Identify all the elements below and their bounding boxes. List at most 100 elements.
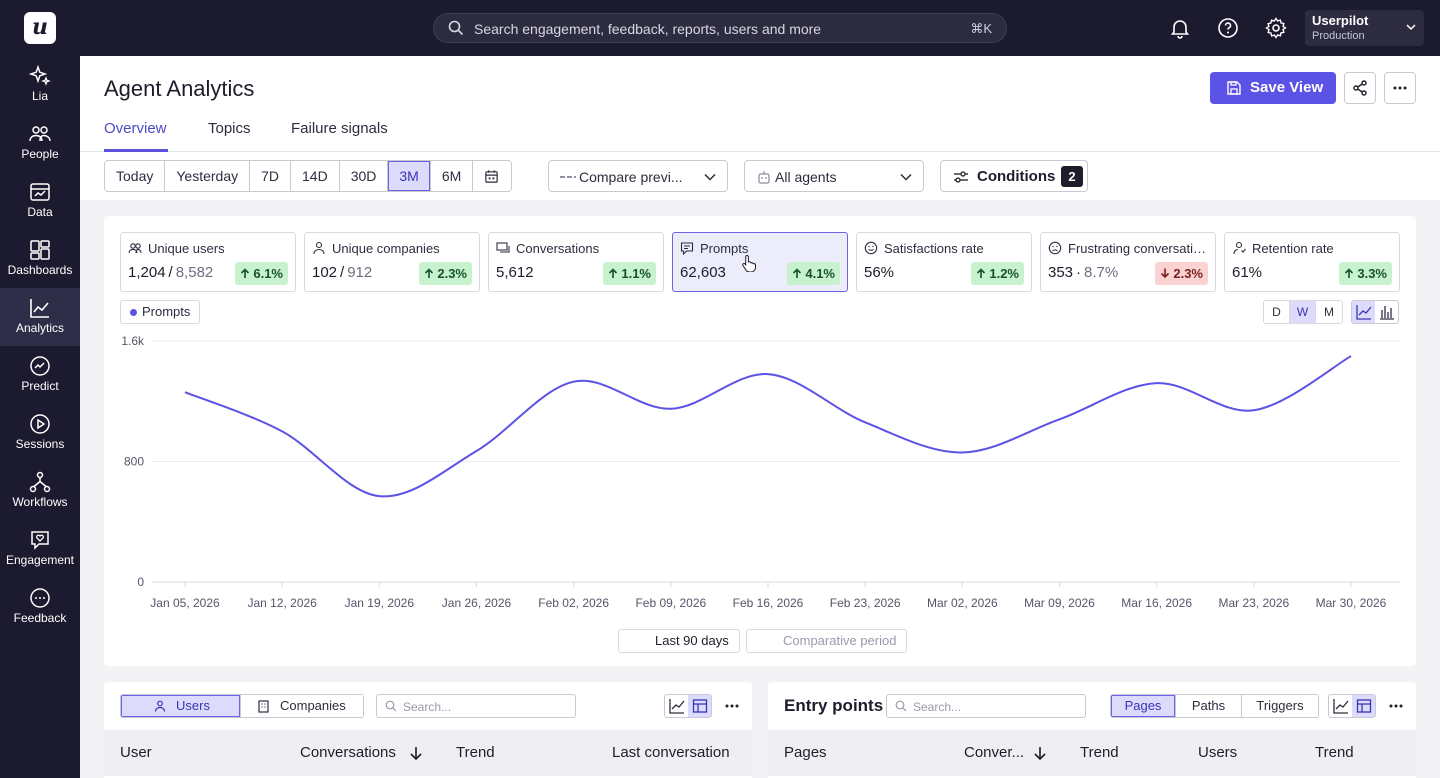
metric-card-retention-rate[interactable]: Retention rate 61% 3.3% [1224, 232, 1400, 292]
line-view-button[interactable] [665, 695, 688, 717]
column-last-conversation[interactable]: Last conversation [612, 744, 730, 761]
account-switcher[interactable]: Userpilot Production [1305, 10, 1424, 46]
metric-delta-value: 6.1% [253, 266, 283, 281]
sort-down-icon[interactable] [1032, 745, 1048, 761]
agents-dropdown[interactable]: All agents [744, 160, 924, 192]
sidebar-item-workflows[interactable]: Workflows [0, 462, 80, 520]
line-chart-icon [1356, 305, 1372, 320]
legend-comparative-period[interactable]: Comparative period [746, 629, 908, 653]
range-30d[interactable]: 30D [339, 161, 389, 191]
bell-icon[interactable] [1168, 16, 1192, 40]
column-trend-users[interactable]: Trend [1315, 744, 1354, 761]
entry-table-header: Pages Conver... Trend Users Trend [768, 730, 1416, 776]
gear-icon[interactable] [1264, 16, 1288, 40]
chevron-down-icon [900, 173, 912, 181]
toggle-pages[interactable]: Pages [1111, 695, 1176, 717]
x-tick-label: Feb 02, 2026 [538, 596, 609, 610]
metric-sub-value: 912 [347, 264, 373, 281]
prompts-line-chart: 1.6k 800 0 Jan 05, 2026 Jan 12, 2026 Jan 19, … [121, 334, 1400, 610]
feedback-icon [30, 588, 50, 608]
sidebar-item-label: Dashboards [7, 263, 73, 277]
column-pages[interactable]: Pages [784, 744, 827, 761]
metric-card-satisfactions-rate[interactable]: Satisfactions rate 56% 1.2% [856, 232, 1032, 292]
sidebar-item-dashboards[interactable]: Dashboards [0, 230, 80, 288]
bar-chart-button[interactable] [1375, 301, 1398, 323]
range-yesterday[interactable]: Yesterday [165, 161, 251, 191]
sort-down-icon[interactable] [408, 745, 424, 761]
toggle-users[interactable]: Users [121, 695, 241, 717]
toggle-companies[interactable]: Companies [241, 695, 363, 717]
line-chart-button[interactable] [1352, 301, 1375, 323]
column-conversations[interactable]: Conversations [300, 744, 396, 761]
conditions-button[interactable]: Conditions 2 [940, 160, 1088, 192]
sidebar-item-engagement[interactable]: Engagement [0, 520, 80, 578]
sidebar-item-predict[interactable]: Predict [0, 346, 80, 404]
series-legend-chip[interactable]: Prompts [120, 300, 201, 324]
more-horizontal-icon[interactable] [724, 698, 740, 714]
metric-card-frustrating-conversatio[interactable]: Frustrating conversatio... 353 · 8.7% 2.3% [1040, 232, 1216, 292]
sidebar-item-people[interactable]: People [0, 114, 80, 172]
toggle-triggers[interactable]: Triggers [1242, 695, 1318, 717]
tab-overview[interactable]: Overview [104, 120, 167, 137]
range-7d[interactable]: 7D [250, 161, 292, 191]
metric-delta-badge: 3.3% [1339, 262, 1392, 285]
column-user[interactable]: User [120, 744, 152, 761]
granularity-day[interactable]: D [1264, 301, 1290, 323]
sidebar-item-sessions[interactable]: Sessions [0, 404, 80, 462]
table-view-button[interactable] [688, 695, 711, 717]
range-3m[interactable]: 3M [388, 161, 431, 191]
page-header: Agent Analytics Overview Topics Failure … [80, 56, 1440, 152]
save-view-button[interactable]: Save View [1210, 72, 1336, 104]
sessions-icon [30, 414, 50, 434]
line-chart-icon [1333, 699, 1349, 714]
more-horizontal-icon[interactable] [1388, 698, 1404, 714]
legend-last-90-days[interactable]: Last 90 days [618, 629, 740, 653]
sidebar-item-data[interactable]: Data [0, 172, 80, 230]
metric-value: 102/912 [312, 264, 372, 281]
top-bar: u Search engagement, feedback, reports, … [0, 0, 1440, 56]
app-logo[interactable]: u [24, 12, 56, 44]
metric-delta-value: 2.3% [437, 266, 467, 281]
sidebar-item-feedback[interactable]: Feedback [0, 578, 80, 636]
sidebar-item-analytics[interactable]: Analytics [0, 288, 80, 346]
agents-label: All agents [775, 169, 837, 185]
line-view-button[interactable] [1329, 695, 1352, 717]
entry-type-toggle: Pages Paths Triggers [1110, 694, 1319, 718]
range-6m[interactable]: 6M [430, 161, 474, 191]
x-tick-label: Feb 16, 2026 [733, 596, 804, 610]
search-placeholder: Search... [913, 700, 962, 714]
column-conversations[interactable]: Conver... [964, 744, 1025, 761]
metric-value: 1,204/8,582 [128, 264, 213, 281]
column-trend[interactable]: Trend [1080, 744, 1119, 761]
table-view-button[interactable] [1352, 695, 1375, 717]
granularity-month[interactable]: M [1316, 301, 1342, 323]
legend-label: Comparative period [783, 633, 897, 648]
global-search[interactable]: Search engagement, feedback, reports, us… [433, 13, 1007, 43]
metric-card-unique-users[interactable]: Unique users 1,204/8,582 6.1% [120, 232, 296, 292]
share-button[interactable] [1344, 72, 1376, 104]
column-trend[interactable]: Trend [456, 744, 495, 761]
entry-points-panel: Entry points Search... Pages Paths Trigg… [768, 682, 1416, 778]
range-today[interactable]: Today [105, 161, 166, 191]
users-search-input[interactable]: Search... [376, 694, 576, 718]
tab-failure-signals[interactable]: Failure signals [291, 120, 388, 137]
metric-sub-value: 8.7% [1084, 264, 1119, 281]
more-options-button[interactable] [1384, 72, 1416, 104]
arrow-up-icon [1345, 268, 1354, 278]
metric-delta-value: 1.2% [989, 266, 1019, 281]
sidebar-item-lia[interactable]: Lia [0, 56, 80, 114]
range-14d[interactable]: 14D [291, 161, 340, 191]
compare-dropdown[interactable]: Compare previ... [548, 160, 728, 192]
calendar-button[interactable] [473, 161, 512, 191]
entry-search-input[interactable]: Search... [886, 694, 1086, 718]
granularity-week[interactable]: W [1290, 301, 1316, 323]
arrow-up-icon [241, 268, 250, 278]
tab-topics[interactable]: Topics [208, 120, 251, 137]
metric-card-conversations[interactable]: Conversations 5,612 1.1% [488, 232, 664, 292]
column-users[interactable]: Users [1198, 744, 1238, 761]
legend-label: Last 90 days [655, 633, 729, 648]
help-icon[interactable] [1216, 16, 1240, 40]
toggle-paths[interactable]: Paths [1176, 695, 1242, 717]
metric-card-prompts[interactable]: Prompts 62,603 4.1% [672, 232, 848, 292]
metric-card-unique-companies[interactable]: Unique companies 102/912 2.3% [304, 232, 480, 292]
